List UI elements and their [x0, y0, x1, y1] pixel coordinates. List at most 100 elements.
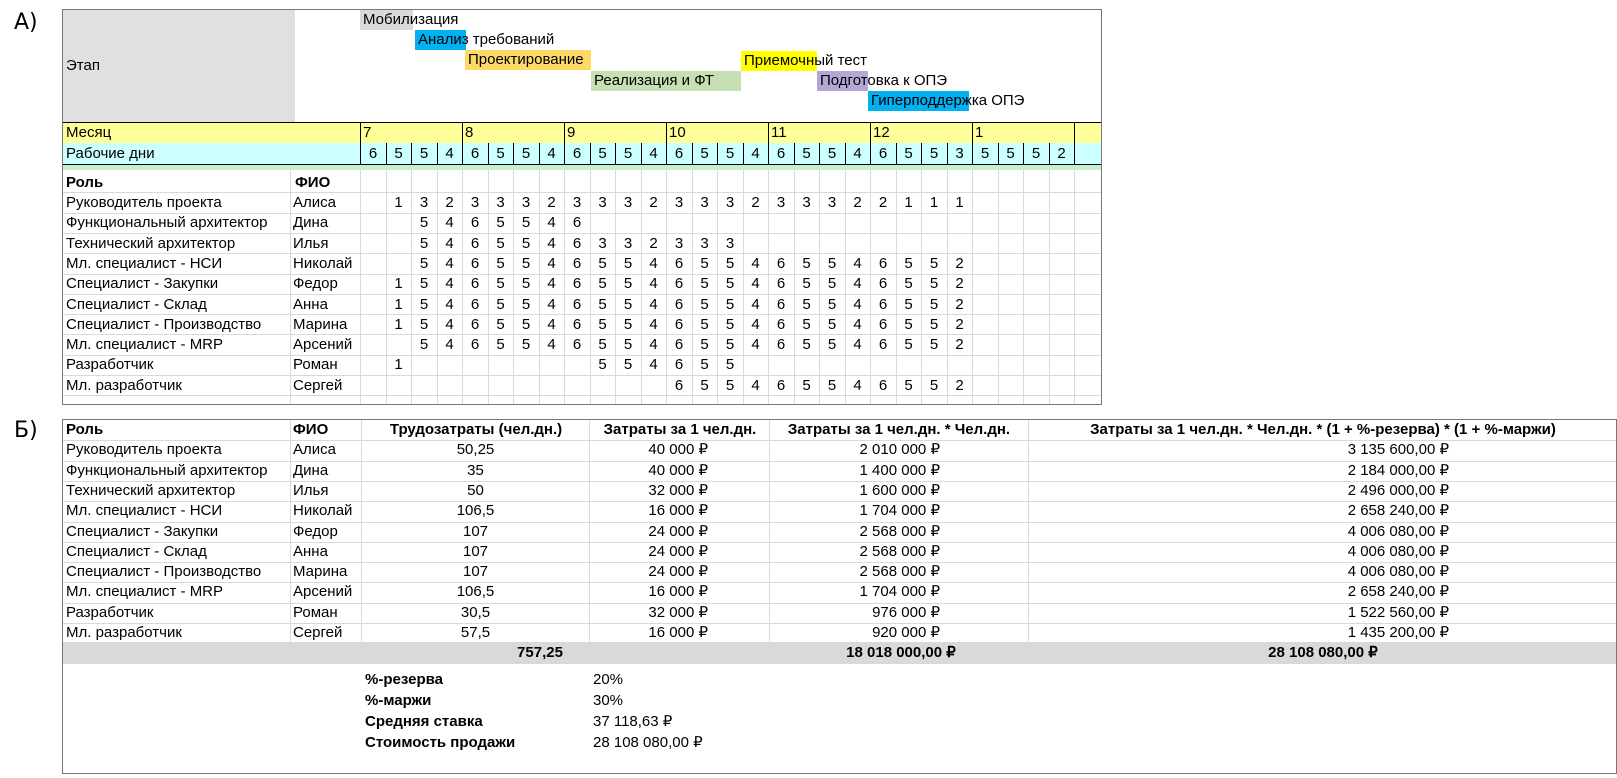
- gantt-value-cell: 5: [598, 336, 607, 354]
- costs-cell: Функциональный архитектор: [66, 461, 268, 479]
- gantt-value-cell: 6: [470, 254, 480, 272]
- costs-cell: 2 184 000,00 ₽: [1347, 461, 1449, 479]
- gantt-value-cell: 6: [572, 295, 582, 313]
- gantt-value-cell: 4: [649, 275, 658, 293]
- gantt-row-role: Мл. специалист - MRP: [66, 336, 224, 354]
- gantt-value-cell: 4: [853, 376, 862, 394]
- stage-label-text: Проектирование: [468, 51, 584, 68]
- total-cost: 18 018 000,00 ₽: [846, 644, 956, 661]
- costs-cell: Руководитель проекта: [66, 441, 222, 459]
- costs-cell: Специалист - Склад: [66, 542, 207, 560]
- gantt-value-cell: 5: [623, 315, 633, 333]
- gantt-value-cell: 3: [802, 194, 811, 211]
- costs-cell: 32 000 ₽: [648, 603, 708, 621]
- gantt-row-name: Анна: [293, 295, 328, 313]
- gantt-value-cell: 1: [394, 315, 403, 333]
- total-price: 28 108 080,00 ₽: [1268, 644, 1378, 661]
- summary-value: 20%: [593, 671, 624, 688]
- gantt-row-name: Роман: [293, 356, 338, 374]
- gantt-row-name: Сергей: [293, 376, 343, 394]
- gantt-value-cell: 5: [725, 254, 735, 272]
- gantt-value-cell: 5: [725, 356, 735, 374]
- gantt-row-name: Алиса: [293, 194, 336, 211]
- month-cell: 1: [975, 124, 984, 141]
- workday-cell: 5: [419, 145, 429, 162]
- gantt-value-cell: 6: [470, 275, 480, 293]
- gantt-row-role: Специалист - Производство: [66, 315, 262, 333]
- costs-cell: Мл. специалист - НСИ: [66, 502, 223, 520]
- gantt-value-cell: 4: [445, 234, 454, 252]
- gantt-value-cell: 5: [700, 356, 709, 374]
- workday-cell: 5: [1006, 145, 1015, 162]
- costs-cell: Мл. специалист - MRP: [66, 583, 224, 601]
- costs-cell: 107: [462, 563, 489, 581]
- gantt-value-cell: 4: [445, 275, 454, 293]
- gantt-value-cell: 4: [547, 234, 556, 252]
- gantt-value-cell: 3: [496, 194, 505, 211]
- gantt-value-cell: 5: [623, 356, 633, 374]
- workday-cell: 6: [776, 145, 786, 162]
- totals-row: [63, 642, 1616, 664]
- gantt-value-cell: 5: [827, 275, 837, 293]
- gantt-value-cell: 5: [598, 315, 607, 333]
- costs-cell: Арсений: [293, 583, 353, 601]
- gantt-value-cell: 5: [802, 376, 811, 394]
- workday-cell: 6: [674, 145, 684, 162]
- workday-cell: 5: [700, 145, 709, 162]
- gantt-value-cell: 4: [853, 275, 862, 293]
- costs-cell: 24 000 ₽: [648, 522, 708, 540]
- gantt-value-cell: 6: [572, 234, 582, 252]
- workday-cell: 2: [1057, 145, 1066, 162]
- costs-cell: 107: [462, 542, 489, 560]
- costs-cell: 32 000 ₽: [648, 481, 708, 499]
- costs-cell: 50: [467, 481, 484, 499]
- month-cell: 10: [669, 124, 686, 141]
- gantt-value-cell: 2: [955, 295, 964, 313]
- gantt-value-cell: 5: [623, 254, 633, 272]
- gantt-value-cell: 1: [394, 194, 403, 211]
- gantt-value-cell: 5: [929, 275, 939, 293]
- gantt-value-cell: 5: [904, 336, 913, 354]
- gantt-value-cell: 5: [929, 376, 939, 394]
- gantt-value-cell: 1: [929, 194, 939, 211]
- gantt-value-cell: 5: [496, 336, 505, 354]
- month-row: Месяц: [63, 122, 1101, 143]
- gantt-value-cell: 6: [572, 214, 582, 232]
- gantt-value-cell: 5: [521, 336, 531, 354]
- costs-header-cell: Затраты за 1 чел.дн. * Чел.дн.: [787, 421, 1011, 438]
- gantt-value-cell: 4: [649, 254, 658, 272]
- summary-value: 30%: [593, 692, 624, 709]
- gantt-value-cell: 4: [853, 336, 862, 354]
- gantt-value-cell: 5: [929, 254, 939, 272]
- costs-cell: 16 000 ₽: [648, 502, 708, 520]
- gantt-value-cell: 3: [598, 234, 607, 252]
- gantt-value-cell: 5: [496, 275, 505, 293]
- gantt-value-cell: 5: [700, 254, 709, 272]
- gantt-value-cell: 5: [725, 315, 735, 333]
- gantt-value-cell: 5: [802, 315, 811, 333]
- costs-cell: Роман: [293, 603, 338, 621]
- gantt-value-cell: 5: [521, 315, 531, 333]
- gantt-value-cell: 3: [674, 194, 684, 211]
- costs-cell: Федор: [293, 522, 338, 540]
- gantt-value-cell: 6: [878, 315, 888, 333]
- total-effort: 757,25: [517, 644, 563, 661]
- gantt-value-cell: 6: [776, 315, 786, 333]
- costs-cell: 2 568 000 ₽: [859, 563, 940, 581]
- gantt-value-cell: 5: [521, 234, 531, 252]
- gantt-value-cell: 6: [776, 295, 786, 313]
- workday-cell: 5: [980, 145, 990, 162]
- costs-cell: Илья: [293, 481, 329, 499]
- costs-cell: Разработчик: [66, 603, 154, 621]
- gantt-value-cell: 5: [521, 275, 531, 293]
- workday-cell: 5: [521, 145, 531, 162]
- gantt-value-cell: 2: [955, 275, 964, 293]
- gantt-value-cell: 5: [700, 315, 709, 333]
- gantt-value-cell: 5: [496, 315, 505, 333]
- costs-cell: 106,5: [456, 583, 495, 601]
- gantt-row-role: Специалист - Закупки: [66, 275, 219, 293]
- gantt-value-cell: 5: [700, 295, 709, 313]
- gantt-value-cell: 5: [904, 275, 913, 293]
- gantt-value-cell: 2: [955, 376, 964, 394]
- gantt-value-cell: 4: [853, 295, 862, 313]
